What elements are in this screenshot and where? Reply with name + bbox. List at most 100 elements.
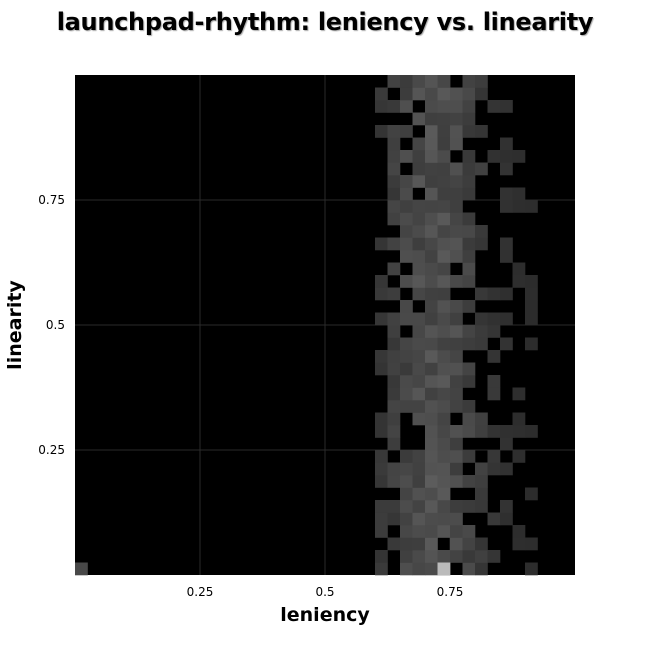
heatmap-cell <box>412 325 426 338</box>
heatmap-cell <box>437 212 451 226</box>
heatmap-cell <box>387 337 401 351</box>
heatmap-cell <box>400 500 413 513</box>
heatmap-cell <box>450 250 463 263</box>
heatmap-cell <box>525 287 538 301</box>
heatmap-cell <box>500 250 513 263</box>
heatmap-cell <box>425 375 438 388</box>
heatmap-cell <box>475 237 488 251</box>
heatmap-cell <box>412 525 426 538</box>
heatmap-cell <box>387 150 401 163</box>
heatmap-cell <box>425 475 438 488</box>
heatmap-cell <box>400 387 413 401</box>
x-tick-label: 0.75 <box>437 585 464 599</box>
heatmap-cell <box>450 175 463 188</box>
heatmap-cell <box>475 325 488 338</box>
heatmap-cell <box>462 187 476 201</box>
chart-title: launchpad-rhythm: leniency vs. linearity <box>56 8 594 36</box>
heatmap-cell <box>462 150 476 163</box>
heatmap-cell <box>500 337 513 351</box>
heatmap-cell <box>450 162 463 176</box>
heatmap-cell <box>450 462 463 476</box>
heatmap-cell <box>437 75 451 88</box>
heatmap-cell <box>425 325 438 338</box>
heatmap-cell <box>437 337 451 351</box>
heatmap-cell <box>487 450 501 463</box>
heatmap-cell <box>387 462 401 476</box>
heatmap-cell <box>462 275 476 288</box>
heatmap-cell <box>437 362 451 376</box>
heatmap-cell <box>387 212 401 226</box>
heatmap-cell <box>462 75 476 88</box>
heatmap-cell <box>425 250 438 263</box>
heatmap-cell <box>525 537 538 551</box>
heatmap-cell <box>437 250 451 263</box>
heatmap-cell <box>75 562 88 576</box>
heatmap-cell <box>475 562 488 576</box>
heatmap-cell <box>437 137 451 151</box>
heatmap-cell <box>387 75 401 88</box>
heatmap-cell <box>500 462 513 476</box>
heatmap-cell <box>500 312 513 326</box>
heatmap-cell <box>412 275 426 288</box>
heatmap-cell <box>450 137 463 151</box>
heatmap-cell <box>387 100 401 113</box>
heatmap-cell <box>375 512 388 526</box>
heatmap-cell <box>400 275 413 288</box>
heatmap-cell <box>412 487 426 501</box>
heatmap-cell <box>437 562 451 576</box>
heatmap-cell <box>400 400 413 413</box>
heatmap-cell <box>525 487 538 501</box>
heatmap-cell <box>412 312 426 326</box>
heatmap-cell <box>425 125 438 138</box>
heatmap-cell <box>487 150 501 163</box>
heatmap-cell <box>500 200 513 213</box>
heatmap-cell <box>425 350 438 363</box>
heatmap-cell <box>387 125 401 138</box>
heatmap-cell <box>387 475 401 488</box>
heatmap-cell <box>425 200 438 213</box>
y-tick-label: 0.75 <box>38 193 65 207</box>
heatmap-cell <box>412 475 426 488</box>
heatmap-cell <box>375 412 388 426</box>
heatmap-cell <box>412 537 426 551</box>
heatmap-cell <box>500 162 513 176</box>
heatmap-cell <box>450 300 463 313</box>
x-tick-label: 0.5 <box>315 585 334 599</box>
heatmap-cell <box>450 187 463 201</box>
heatmap-cell <box>412 512 426 526</box>
heatmap-cell <box>437 550 451 563</box>
heatmap-cell <box>400 337 413 351</box>
heatmap-cell <box>500 512 513 526</box>
heatmap-cell <box>487 350 501 363</box>
heatmap-cell <box>462 225 476 238</box>
heatmap-cell <box>425 487 438 501</box>
heatmap-cell <box>500 137 513 151</box>
heatmap-cell <box>425 387 438 401</box>
y-tick-label: 0.5 <box>46 318 65 332</box>
heatmap-cell <box>412 237 426 251</box>
heatmap-cell <box>437 100 451 113</box>
heatmap-cell <box>450 525 463 538</box>
heatmap-cell <box>425 400 438 413</box>
heatmap-cell <box>400 350 413 363</box>
heatmap-cell <box>425 225 438 238</box>
heatmap-cell <box>450 387 463 401</box>
heatmap-cell <box>400 225 413 238</box>
heatmap-cell <box>512 387 526 401</box>
heatmap-cell <box>437 475 451 488</box>
heatmap-cell <box>400 487 413 501</box>
heatmap-cell <box>450 350 463 363</box>
heatmap-cell <box>387 312 401 326</box>
heatmap-cell <box>462 175 476 188</box>
heatmap-cell <box>450 100 463 113</box>
heatmap-cell <box>437 450 451 463</box>
heatmap-cell <box>462 562 476 576</box>
heatmap-cell <box>425 512 438 526</box>
heatmap-cell <box>387 262 401 276</box>
heatmap-cell <box>387 537 401 551</box>
heatmap-cell <box>487 387 501 401</box>
heatmap-cell <box>387 325 401 338</box>
heatmap-cell <box>487 425 501 438</box>
heatmap-cell <box>512 425 526 438</box>
heatmap-cell <box>387 500 401 513</box>
